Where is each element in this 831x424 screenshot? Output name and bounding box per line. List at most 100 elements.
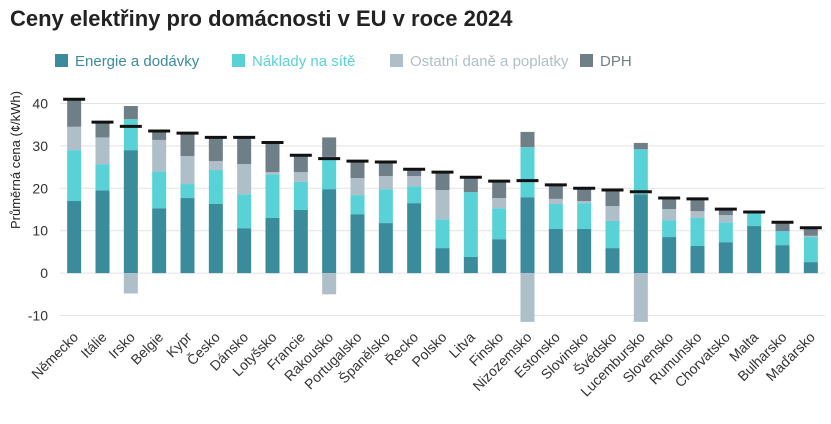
- bar-segment: [605, 206, 620, 221]
- bar-segment: [605, 220, 620, 249]
- legend-swatch: [232, 54, 245, 67]
- x-tick-label: Belgie: [127, 329, 166, 368]
- bar-segment: [378, 223, 393, 274]
- bar-segment: [322, 189, 337, 274]
- bar-segment: [718, 215, 733, 223]
- bar-segment: [718, 209, 733, 216]
- bar-segment: [293, 181, 308, 210]
- bar-segment: [492, 181, 507, 199]
- bar-segment: [548, 203, 563, 230]
- bar-segment: [208, 203, 223, 274]
- bar-segment: [95, 190, 110, 274]
- y-tick-label: -10: [28, 308, 48, 324]
- bar-segment: [803, 227, 818, 236]
- bar-segment: [378, 162, 393, 176]
- bar-segment: [577, 201, 592, 204]
- x-tick-label: Itálie: [77, 329, 109, 361]
- bar-segment: [747, 212, 762, 227]
- bar-segment: [208, 137, 223, 162]
- bar-segment: [520, 147, 535, 198]
- bar-segment: [322, 273, 337, 295]
- y-tick-label: 10: [32, 223, 48, 239]
- bar-segment: [67, 201, 82, 274]
- bar-segment: [67, 99, 82, 127]
- legend-swatch: [580, 54, 593, 67]
- bar-segment: [803, 235, 818, 238]
- bar-segment: [67, 126, 82, 151]
- bar-segment: [803, 237, 818, 263]
- bar-segment: [492, 208, 507, 240]
- bar-segment: [293, 172, 308, 182]
- bar-segment: [407, 203, 422, 274]
- bar-segment: [322, 156, 337, 190]
- bar-segment: [265, 217, 280, 274]
- legend-label: Energie a dodávky: [75, 53, 200, 70]
- bar-segment: [775, 245, 790, 274]
- bar-segment: [378, 189, 393, 224]
- bar-segment: [548, 198, 563, 204]
- y-tick-label: 40: [32, 95, 48, 111]
- bar-segment: [435, 172, 450, 190]
- bar-segment: [237, 228, 252, 274]
- bar-segment: [690, 211, 705, 218]
- bar-segment: [775, 231, 790, 246]
- bar-segment: [237, 164, 252, 195]
- bar-segment: [180, 156, 195, 185]
- bar-segment: [265, 142, 280, 173]
- bar-segment: [152, 139, 167, 172]
- bar-segment: [123, 150, 138, 274]
- bar-segment: [803, 262, 818, 274]
- legend-label: Náklady na sítě: [252, 53, 355, 70]
- bar-segment: [662, 220, 677, 238]
- bar-segment: [605, 189, 620, 207]
- bar-segment: [208, 170, 223, 204]
- x-tick-label: Německo: [28, 329, 81, 382]
- bar-segment: [180, 133, 195, 157]
- bar-segment: [322, 137, 337, 157]
- bar-segment: [520, 197, 535, 274]
- bar-segment: [293, 209, 308, 274]
- bar-segment: [548, 184, 563, 199]
- bar-segment: [180, 198, 195, 274]
- bar-segment: [492, 198, 507, 209]
- bar-segment: [662, 209, 677, 221]
- bar-segment: [237, 194, 252, 229]
- bar-segment: [577, 229, 592, 274]
- bar-segment: [690, 198, 705, 212]
- y-tick-label: 30: [32, 138, 48, 154]
- bar-segment: [633, 273, 648, 322]
- bar-segment: [123, 273, 138, 294]
- bar-segment: [265, 172, 280, 175]
- bar-segment: [350, 195, 365, 215]
- bar-segment: [718, 222, 733, 243]
- y-tick-label: 20: [32, 180, 48, 196]
- bar-segment: [67, 150, 82, 202]
- bar-segment: [293, 155, 308, 173]
- bar-segment: [463, 256, 478, 274]
- bar-segment: [520, 273, 535, 322]
- bar-segment: [662, 237, 677, 274]
- bar-segment: [577, 203, 592, 230]
- bar-segment: [520, 131, 535, 148]
- bar-segment: [435, 189, 450, 220]
- bar-segment: [435, 219, 450, 249]
- bar-segment: [690, 245, 705, 274]
- bar-segment: [180, 184, 195, 199]
- legend-swatch: [390, 54, 403, 67]
- legend-label: DPH: [600, 53, 632, 70]
- legend-swatch: [55, 54, 68, 67]
- y-axis-label: Průměrná cena (¢/kWh): [8, 91, 23, 229]
- bar-segment: [407, 186, 422, 204]
- bar-segment: [690, 217, 705, 246]
- bar-segment: [350, 161, 365, 179]
- bar-segment: [237, 137, 252, 165]
- bar-segment: [407, 169, 422, 176]
- bar-segment: [123, 106, 138, 120]
- y-tick-label: 0: [40, 265, 48, 281]
- bar-segment: [152, 131, 167, 140]
- bar-segment: [378, 175, 393, 190]
- bar-segment: [152, 208, 167, 274]
- bar-segment: [95, 137, 110, 165]
- bar-segment: [407, 175, 422, 187]
